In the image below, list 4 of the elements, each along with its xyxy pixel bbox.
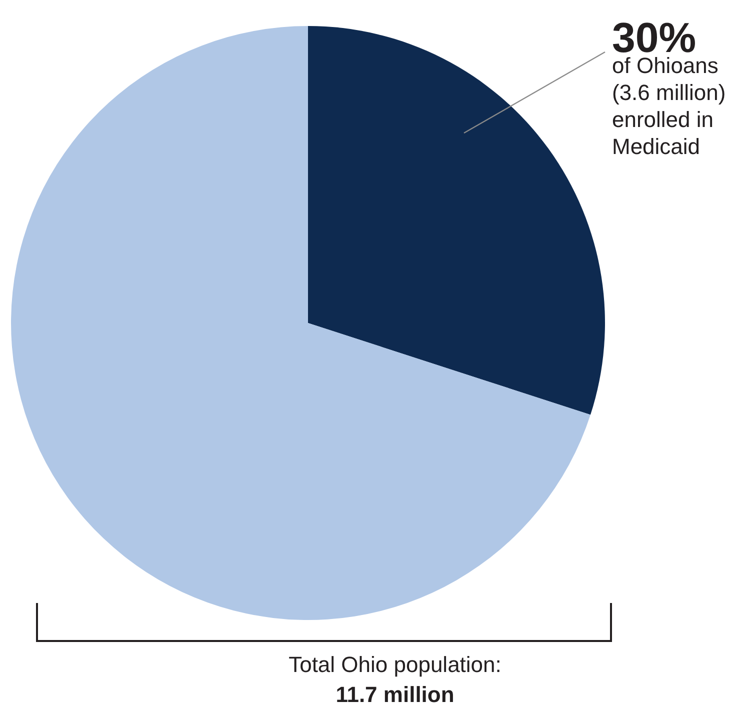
text: Total Ohio population: (288, 651, 502, 678)
pie-slice (308, 26, 604, 415)
pie-slice (11, 26, 590, 620)
text: 11.7 million (334, 681, 456, 708)
